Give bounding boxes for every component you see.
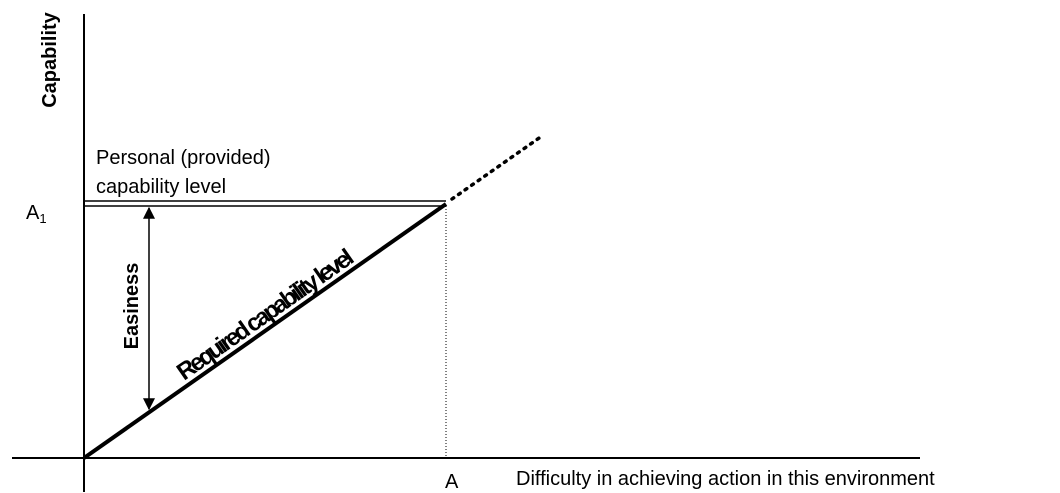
required-capability-label: Required capability level <box>172 245 358 386</box>
y-marker-subscript: 1 <box>39 211 46 226</box>
required-capability-line <box>82 202 448 460</box>
y-marker-base: A <box>26 202 40 224</box>
y-marker-a1: A1 <box>26 202 47 226</box>
required-capability-extension <box>450 134 544 201</box>
personal-level-label-line2: capability level <box>96 176 226 198</box>
x-axis-label: Difficulty in achieving action in this e… <box>516 468 935 490</box>
x-marker-a: A <box>445 471 459 493</box>
personal-level-label-line1: Personal (provided) <box>96 147 271 169</box>
y-axis-label: Capability <box>39 11 61 107</box>
easiness-label: Easiness <box>121 263 143 350</box>
